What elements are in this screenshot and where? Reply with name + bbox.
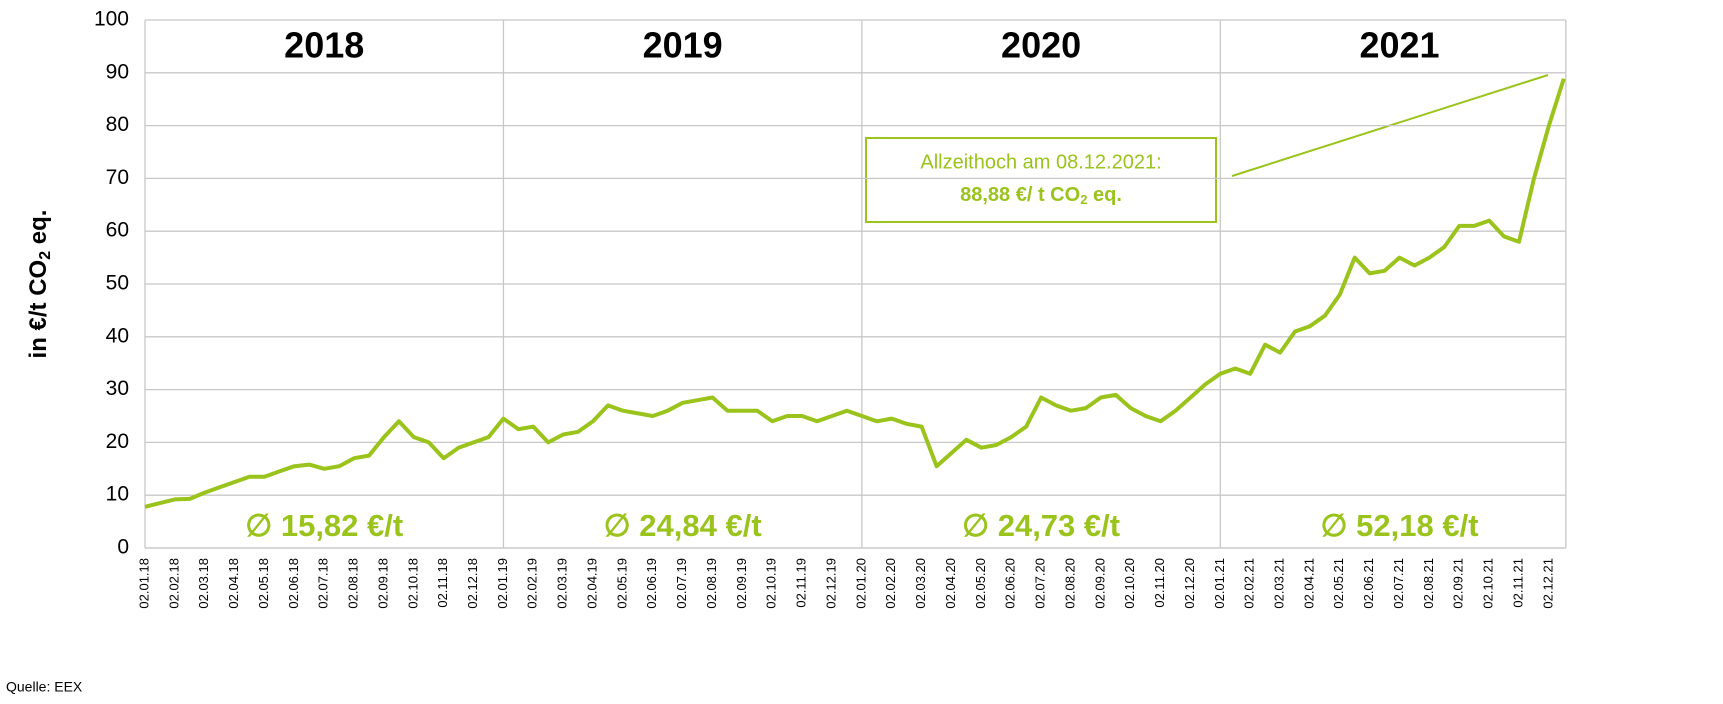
annotation-box bbox=[865, 137, 1217, 223]
y-tick-label: 100 bbox=[94, 8, 129, 31]
x-tick-label: 02.08.18 bbox=[346, 558, 361, 609]
x-tick-label: 02.05.19 bbox=[614, 558, 629, 609]
year-label: 2020 bbox=[1001, 25, 1081, 66]
x-tick-label: 02.09.19 bbox=[734, 558, 749, 609]
x-tick-label: 02.02.18 bbox=[166, 558, 181, 609]
x-tick-label: 02.11.19 bbox=[794, 558, 809, 608]
annotation-main: 88,88 €/ t CO bbox=[960, 184, 1080, 206]
y-axis-label: in €/t CO2 eq. bbox=[25, 210, 54, 359]
x-tick-label: 02.04.18 bbox=[226, 558, 241, 609]
year-label: 2021 bbox=[1359, 25, 1439, 66]
year-average: ∅ 24,73 €/t bbox=[962, 508, 1120, 543]
y-label-main: in €/t CO bbox=[25, 260, 52, 359]
y-tick-label: 40 bbox=[106, 324, 129, 347]
x-tick-label: 02.07.20 bbox=[1033, 558, 1048, 609]
x-tick-label: 02.08.20 bbox=[1062, 558, 1077, 609]
y-tick-label: 30 bbox=[106, 377, 129, 400]
x-tick-label: 02.04.19 bbox=[584, 558, 599, 609]
y-label-end: eq. bbox=[25, 210, 52, 251]
x-tick-label: 02.03.18 bbox=[196, 558, 211, 609]
x-tick-label: 02.02.21 bbox=[1242, 558, 1257, 609]
x-tick-label: 02.04.20 bbox=[943, 558, 958, 609]
x-tick-label: 02.08.21 bbox=[1421, 558, 1436, 609]
x-tick-label: 02.07.19 bbox=[674, 558, 689, 609]
price-line bbox=[144, 78, 1566, 509]
x-tick-label: 02.06.19 bbox=[644, 558, 659, 609]
x-tick-label: 02.02.19 bbox=[525, 558, 540, 609]
x-tick-label: 02.11.21 bbox=[1510, 558, 1525, 608]
x-tick-label: 02.03.21 bbox=[1271, 558, 1286, 609]
x-tick-label: 02.06.18 bbox=[286, 558, 301, 609]
year-average: ∅ 15,82 €/t bbox=[245, 508, 403, 543]
y-tick-label: 60 bbox=[106, 219, 129, 242]
x-tick-label: 02.09.20 bbox=[1092, 558, 1107, 609]
x-tick-label: 02.01.20 bbox=[853, 558, 868, 609]
x-tick-label: 02.11.20 bbox=[1152, 558, 1167, 608]
annotation-sub: 2 bbox=[1080, 192, 1087, 207]
x-tick-label: 02.07.21 bbox=[1391, 558, 1406, 609]
year-label: 2019 bbox=[643, 25, 723, 66]
x-tick-label: 02.03.20 bbox=[913, 558, 928, 609]
x-tick-label: 02.05.18 bbox=[256, 558, 271, 609]
x-tick-label: 02.01.18 bbox=[136, 558, 151, 609]
x-tick-label: 02.09.18 bbox=[375, 558, 390, 609]
source: Quelle: EEX bbox=[6, 679, 83, 695]
y-tick-label: 50 bbox=[106, 272, 129, 295]
y-tick-label: 80 bbox=[106, 113, 129, 136]
x-tick-label: 02.07.18 bbox=[316, 558, 331, 609]
x-tick-label: 02.02.20 bbox=[883, 558, 898, 609]
x-tick-label: 02.01.21 bbox=[1212, 558, 1227, 609]
x-tick-label: 02.05.20 bbox=[973, 558, 988, 609]
x-tick-label: 02.08.19 bbox=[704, 558, 719, 609]
y-label-sub: 2 bbox=[37, 251, 54, 260]
annotation-line2: 88,88 €/ t CO2 eq. bbox=[960, 184, 1122, 207]
y-tick-label: 0 bbox=[117, 536, 129, 559]
annotation-end: eq. bbox=[1087, 184, 1121, 206]
year-label: 2018 bbox=[284, 25, 364, 66]
x-tick-label: 02.01.19 bbox=[495, 558, 510, 609]
x-tick-label: 02.12.19 bbox=[823, 558, 838, 609]
y-tick-label: 10 bbox=[106, 483, 129, 506]
y-tick-label: 70 bbox=[106, 166, 129, 189]
x-tick-label: 02.12.20 bbox=[1182, 558, 1197, 609]
x-tick-label: 02.10.21 bbox=[1481, 558, 1496, 609]
x-tick-label: 02.06.21 bbox=[1361, 558, 1376, 609]
x-tick-label: 02.12.18 bbox=[465, 558, 480, 609]
y-tick-label: 20 bbox=[106, 430, 129, 453]
x-tick-label: 02.04.21 bbox=[1301, 558, 1316, 609]
year-average: ∅ 24,84 €/t bbox=[604, 508, 762, 543]
x-tick-label: 02.06.20 bbox=[1003, 558, 1018, 609]
x-tick-label: 02.10.20 bbox=[1122, 558, 1137, 609]
x-tick-label: 02.09.21 bbox=[1451, 558, 1466, 609]
x-tick-label: 02.03.19 bbox=[555, 558, 570, 609]
year-average: ∅ 52,18 €/t bbox=[1321, 508, 1479, 543]
annotation-line1: Allzeithoch am 08.12.2021: bbox=[920, 151, 1161, 173]
x-tick-label: 02.10.18 bbox=[405, 558, 420, 609]
y-tick-label: 90 bbox=[106, 60, 129, 83]
x-tick-label: 02.05.21 bbox=[1331, 558, 1346, 609]
x-tick-label: 02.12.21 bbox=[1540, 558, 1555, 609]
x-tick-label: 02.10.19 bbox=[764, 558, 779, 609]
x-tick-label: 02.11.18 bbox=[435, 558, 450, 608]
